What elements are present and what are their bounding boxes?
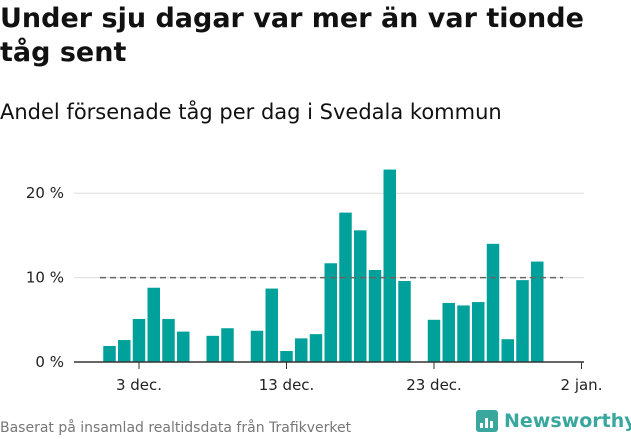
bar-chart-logo-icon [476, 410, 498, 432]
bar [162, 318, 175, 362]
bar [442, 302, 455, 362]
bar [295, 338, 308, 362]
bar [501, 339, 514, 362]
bar [177, 331, 190, 362]
bar [339, 212, 352, 362]
bar [206, 335, 219, 362]
newsworthy-brand: Newsworthy [504, 410, 631, 432]
bar [368, 270, 382, 362]
bar [103, 345, 116, 362]
x-tick-label: 3 dec. [116, 376, 162, 394]
bar [472, 302, 485, 362]
chart-title: Under sju dagar var mer än var tionde tå… [0, 3, 584, 68]
bar-chart: 0 % 10 % 20 % 3 dec. 13 dec. 23 dec. 2 jan. [26, 169, 603, 394]
bars [103, 169, 544, 362]
x-tick-label: 23 dec. [406, 376, 462, 394]
y-tick-label: 10 % [26, 269, 64, 287]
bar [531, 261, 544, 362]
bar [118, 340, 131, 362]
bar [383, 169, 396, 362]
bar [221, 328, 234, 362]
x-tick-label: 2 jan. [561, 376, 603, 394]
bar [265, 288, 278, 362]
source-note: Baserat på insamlad realtidsdata från Tr… [0, 420, 352, 436]
bar [280, 351, 293, 362]
bar [147, 287, 160, 362]
bar [132, 318, 146, 362]
bar [324, 263, 337, 362]
x-tick-label: 13 dec. [259, 376, 315, 394]
x-axis-ticks: 3 dec. 13 dec. 23 dec. 2 jan. [116, 362, 603, 394]
bar [250, 330, 264, 362]
y-tick-label: 0 % [35, 353, 64, 371]
bar [354, 230, 367, 362]
bar [309, 334, 323, 362]
y-axis-ticks: 0 % 10 % 20 % [26, 184, 64, 371]
bar [486, 243, 500, 362]
chart-subtitle: Andel försenade tåg per dag i Svedala ko… [0, 100, 502, 124]
bar [516, 280, 529, 362]
bar [427, 319, 441, 362]
y-tick-label: 20 % [26, 184, 64, 202]
bar [457, 305, 470, 362]
bar [398, 280, 411, 362]
newsworthy-logo[interactable]: Newsworthy [476, 410, 631, 432]
